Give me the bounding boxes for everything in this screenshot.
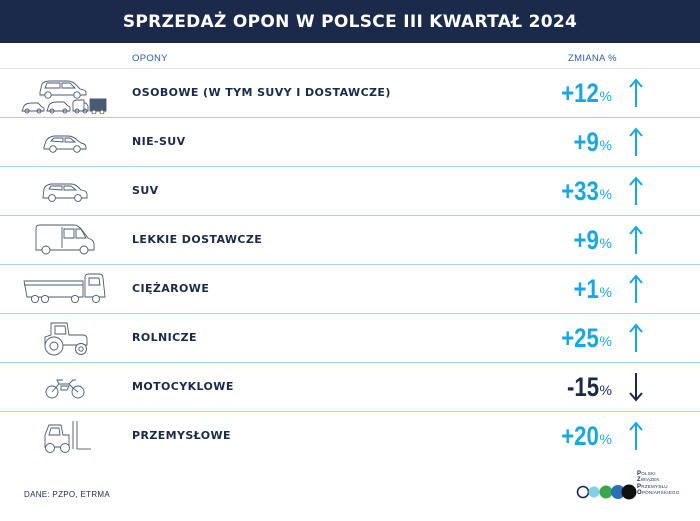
logo-circles-icon bbox=[576, 484, 637, 500]
change-value: -15 % bbox=[560, 363, 612, 411]
change-number: -15 bbox=[566, 371, 599, 402]
percent-sign: % bbox=[599, 333, 612, 349]
car-suv-van-group-icon bbox=[20, 73, 110, 114]
change-number: +9 bbox=[573, 224, 599, 255]
change-value: +25 % bbox=[553, 314, 612, 362]
change-number: +33 bbox=[560, 175, 599, 206]
table-row-non-suv: NIE-SUV +9 % bbox=[0, 118, 700, 167]
logo-wordmark: POLSKI ZWIĄZEK PRZEMYSŁU OPONIARSKIEGO bbox=[637, 471, 680, 497]
delivery-van-icon bbox=[20, 220, 110, 260]
percent-sign: % bbox=[599, 235, 612, 251]
row-label: ROLNICZE bbox=[132, 331, 197, 344]
row-label: OSOBOWE (W TYM SUVY I DOSTAWCZE) bbox=[132, 86, 391, 99]
change-value: +33 % bbox=[553, 167, 612, 215]
table-row-truck: CIĘŻAROWE +1 % bbox=[0, 265, 700, 314]
change-value: +9 % bbox=[568, 216, 612, 264]
table-row-passenger: OSOBOWE (W TYM SUVY I DOSTAWCZE) +12 % bbox=[0, 69, 700, 118]
arrow-up-icon bbox=[629, 225, 643, 254]
table-row-industrial: PRZEMYSŁOWE +20 % bbox=[0, 412, 700, 461]
row-label: NIE-SUV bbox=[132, 135, 186, 148]
arrow-up-icon bbox=[629, 323, 643, 352]
change-value: +1 % bbox=[568, 265, 612, 313]
percent-sign: % bbox=[599, 431, 612, 447]
percent-sign: % bbox=[599, 284, 612, 300]
percent-sign: % bbox=[599, 88, 612, 104]
change-value: +9 % bbox=[568, 118, 612, 166]
row-label: MOTOCYKLOWE bbox=[132, 380, 234, 393]
arrow-up-icon bbox=[629, 421, 643, 450]
page-title: SPRZEDAŻ OPON W POLSCE III KWARTAŁ 2024 bbox=[122, 11, 578, 32]
truck-icon bbox=[20, 269, 110, 309]
percent-sign: % bbox=[599, 186, 612, 202]
change-number: +9 bbox=[573, 126, 599, 157]
arrow-up-icon bbox=[629, 127, 643, 156]
arrow-down-icon bbox=[629, 373, 643, 402]
data-source: DANE: PZPO, ETRMA bbox=[24, 490, 110, 499]
row-label: LEKKIE DOSTAWCZE bbox=[132, 233, 263, 246]
row-label: CIĘŻAROWE bbox=[132, 282, 210, 295]
row-label: PRZEMYSŁOWE bbox=[132, 429, 231, 442]
pzpo-logo: POLSKI ZWIĄZEK PRZEMYSŁU OPONIARSKIEGO bbox=[575, 468, 695, 513]
motorcycle-icon bbox=[20, 367, 110, 407]
table-row-agricultural: ROLNICZE +25 % bbox=[0, 314, 700, 363]
change-number: +1 bbox=[573, 273, 599, 304]
change-number: +25 bbox=[560, 322, 599, 353]
suv-icon bbox=[20, 171, 110, 211]
arrow-up-icon bbox=[629, 274, 643, 303]
table-row-light-commercial: LEKKIE DOSTAWCZE +9 % bbox=[0, 216, 700, 265]
column-header-tires: OPONY bbox=[132, 53, 168, 64]
percent-sign: % bbox=[599, 137, 612, 153]
tractor-icon bbox=[20, 318, 110, 358]
header-divider bbox=[0, 68, 700, 69]
title-bar: SPRZEDAŻ OPON W POLSCE III KWARTAŁ 2024 bbox=[0, 0, 700, 43]
row-label: SUV bbox=[132, 184, 159, 197]
arrow-up-icon bbox=[629, 78, 643, 107]
change-number: +20 bbox=[560, 420, 599, 451]
table-row-motorcycle: MOTOCYKLOWE -15 % bbox=[0, 363, 700, 412]
change-value: +20 % bbox=[553, 412, 612, 460]
table-row-suv: SUV +33 % bbox=[0, 167, 700, 216]
arrow-up-icon bbox=[629, 176, 643, 205]
forklift-icon bbox=[20, 416, 110, 456]
change-number: +12 bbox=[560, 77, 599, 108]
percent-sign: % bbox=[599, 382, 612, 398]
column-header-change: ZMIANA % bbox=[568, 53, 617, 64]
tire-sales-table: OSOBOWE (W TYM SUVY I DOSTAWCZE) +12 % N… bbox=[0, 69, 700, 461]
hatchback-car-icon bbox=[20, 122, 110, 162]
change-value: +12 % bbox=[553, 69, 612, 117]
